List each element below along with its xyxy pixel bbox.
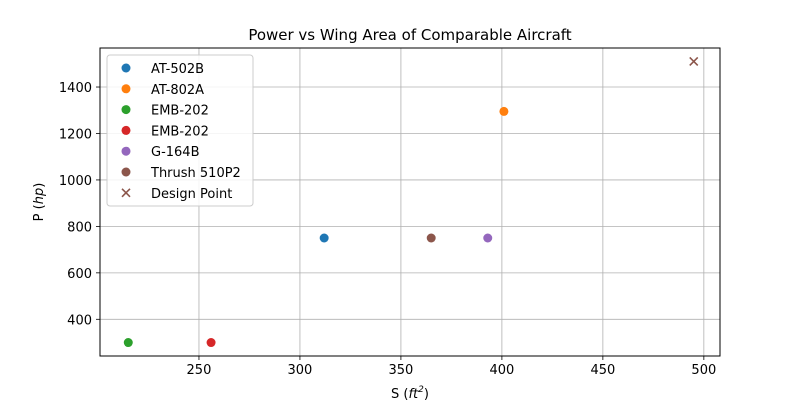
plot-area-frame <box>99 47 721 357</box>
legend-marker <box>121 146 131 156</box>
y-tick-label: 1400 <box>59 81 92 96</box>
legend-marker <box>121 84 131 94</box>
y-axis-label: P (hp) <box>32 183 47 222</box>
y-tick-label: 600 <box>67 267 92 282</box>
legend-marker <box>121 188 131 198</box>
data-point <box>483 233 493 243</box>
legend-label: G-164B <box>151 145 200 160</box>
legend-marker <box>121 125 131 135</box>
data-point <box>123 338 133 348</box>
data-point <box>319 233 329 243</box>
x-axis-label-text: S <box>391 387 399 400</box>
y-tick-label: 1000 <box>59 174 92 189</box>
data-points <box>123 56 699 348</box>
chart-title: Power vs Wing Area of Comparable Aircraf… <box>248 26 571 44</box>
x-tick-label: 300 <box>288 363 313 378</box>
data-point <box>426 233 436 243</box>
legend-label: AT-802A <box>151 83 204 98</box>
x-axis-unit-base: ft <box>408 387 419 400</box>
legend-marker <box>121 167 131 177</box>
data-point <box>499 106 509 116</box>
legend-marker <box>121 105 131 115</box>
y-axis-label-text: P <box>32 213 47 221</box>
data-point <box>206 338 216 348</box>
data-point <box>689 56 699 67</box>
x-tick-label: 450 <box>590 363 615 378</box>
ticks: 250 300 350 400 450 500 400 600 800 1000 1200 1400 <box>59 81 716 378</box>
y-tick-label: 800 <box>67 220 92 235</box>
x-tick-label: 500 <box>691 363 716 378</box>
legend-label: EMB-202 <box>151 124 209 139</box>
legend-label: AT-502B <box>151 62 204 77</box>
y-axis-unit: hp <box>32 188 47 205</box>
x-axis-unit-exponent: 2 <box>418 385 424 395</box>
legend-marker <box>121 63 131 73</box>
legend-box <box>106 54 254 207</box>
x-tick-label: 250 <box>187 363 212 378</box>
legend-label: Design Point <box>151 187 232 202</box>
y-tick-label: 1200 <box>59 127 92 142</box>
legend-label: EMB-202 <box>151 104 209 119</box>
legend-label: Thrush 510P2 <box>150 166 241 181</box>
legend: AT-502B AT-802A EMB-202 EMB-202 G-164B Thrush… <box>106 54 254 207</box>
x-tick-label: 400 <box>489 363 514 378</box>
x-tick-label: 350 <box>388 363 413 378</box>
y-tick-label: 400 <box>67 313 92 328</box>
x-axis-label: S (ft2) <box>391 385 429 400</box>
